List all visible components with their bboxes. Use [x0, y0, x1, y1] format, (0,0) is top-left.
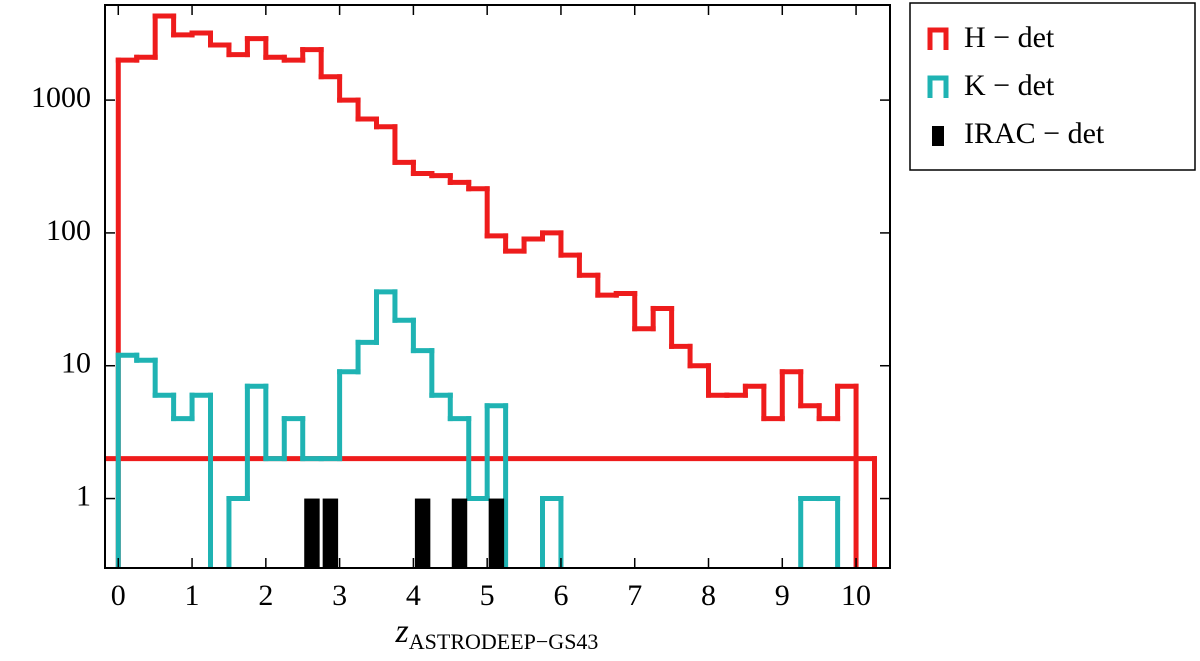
histogram-bar: [488, 498, 505, 568]
x-tick-label: 9: [775, 579, 790, 612]
x-tick-label: 10: [841, 579, 871, 612]
x-tick-label: 1: [185, 579, 200, 612]
legend-label: H − det: [964, 21, 1055, 54]
x-tick-label: 6: [553, 579, 568, 612]
histogram-bar: [451, 498, 468, 568]
x-tick-label: 0: [111, 579, 126, 612]
x-tick-label: 5: [480, 579, 495, 612]
plot-area: [105, 13, 878, 568]
histogram-bar: [304, 498, 320, 568]
x-label-sub: ASTRODEEP−GS43: [409, 629, 599, 654]
x-tick-label: 4: [406, 579, 421, 612]
legend-swatch: [932, 126, 944, 146]
x-tick-label: 7: [627, 579, 642, 612]
x-tick-label: 3: [332, 579, 347, 612]
x-tick-label: 8: [701, 579, 716, 612]
y-tick-label: 1000: [31, 81, 91, 114]
y-tick-label: 100: [46, 214, 91, 247]
y-tick-label: 1: [76, 479, 91, 512]
x-label-main: z: [395, 613, 409, 650]
legend-box: [909, 2, 1196, 171]
legend-swatch: [927, 75, 949, 98]
histogram-bar: [322, 498, 339, 568]
legend-swatch: [927, 27, 949, 50]
histogram-bar: [414, 498, 431, 568]
y-tick-label: 10: [61, 347, 91, 380]
legend-label: IRAC − det: [964, 117, 1105, 150]
axes-frame: [104, 4, 891, 569]
legend-label: K − det: [964, 69, 1055, 102]
x-axis-label: zASTRODEEP−GS43: [395, 613, 599, 654]
x-tick-label: 2: [258, 579, 273, 612]
